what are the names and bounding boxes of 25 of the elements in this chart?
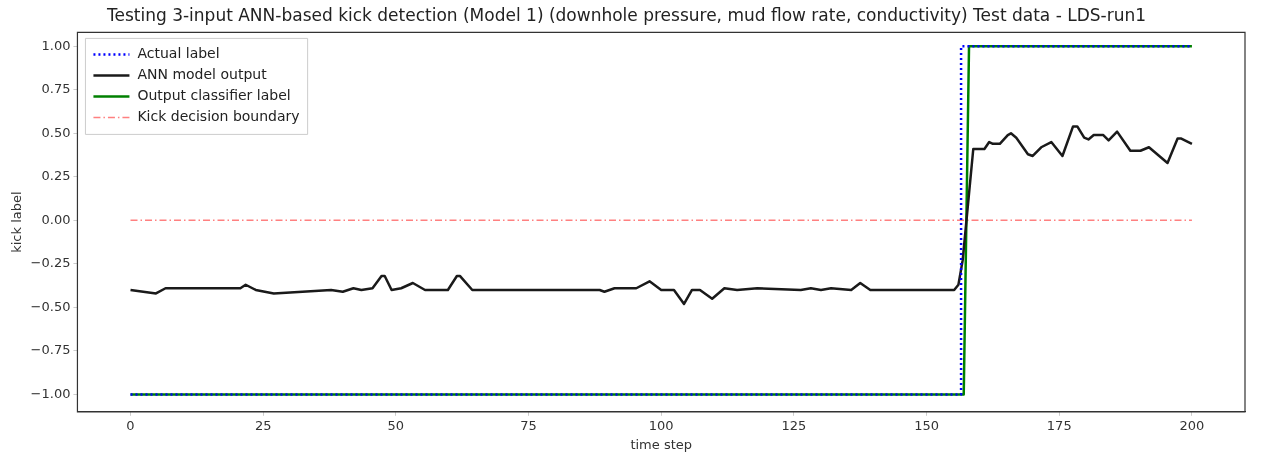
x-tick-label: 25 [254, 417, 272, 433]
x-tick-label: 75 [520, 417, 537, 433]
y-tick-label: 0.25 [41, 168, 71, 184]
x-tick-label: 175 [1046, 417, 1072, 433]
legend-label: Kick decision boundary [137, 108, 300, 125]
y-axis-title: kick label [9, 191, 25, 253]
x-tick-label: 50 [387, 417, 405, 433]
legend-label: Output classifier label [137, 87, 291, 104]
y-tick-label: −1.00 [30, 385, 71, 401]
y-tick-label: −0.50 [30, 298, 71, 314]
y-tick-label: 0.50 [41, 124, 71, 140]
x-tick-label: 125 [781, 417, 807, 433]
y-tick-label: 0.75 [41, 81, 71, 97]
legend-label: Actual label [137, 45, 220, 62]
x-tick-label: 200 [1179, 417, 1205, 433]
x-tick-label: 100 [648, 417, 674, 433]
y-tick-label: 1.00 [41, 37, 71, 53]
x-tick-label: 0 [126, 417, 135, 433]
x-axis-title: time step [630, 436, 693, 452]
legend-label: ANN model output [137, 66, 268, 83]
chart-title: Testing 3-input ANN-based kick detection (Model 1) (downhole pressure, mud flow rate, conductivity) Test data - LDS-run1 [105, 4, 1147, 25]
y-tick-label: −0.25 [30, 255, 71, 271]
y-tick-label: 0.00 [41, 211, 71, 227]
x-tick-label: 150 [914, 417, 939, 433]
y-tick-label: −0.75 [30, 342, 71, 358]
